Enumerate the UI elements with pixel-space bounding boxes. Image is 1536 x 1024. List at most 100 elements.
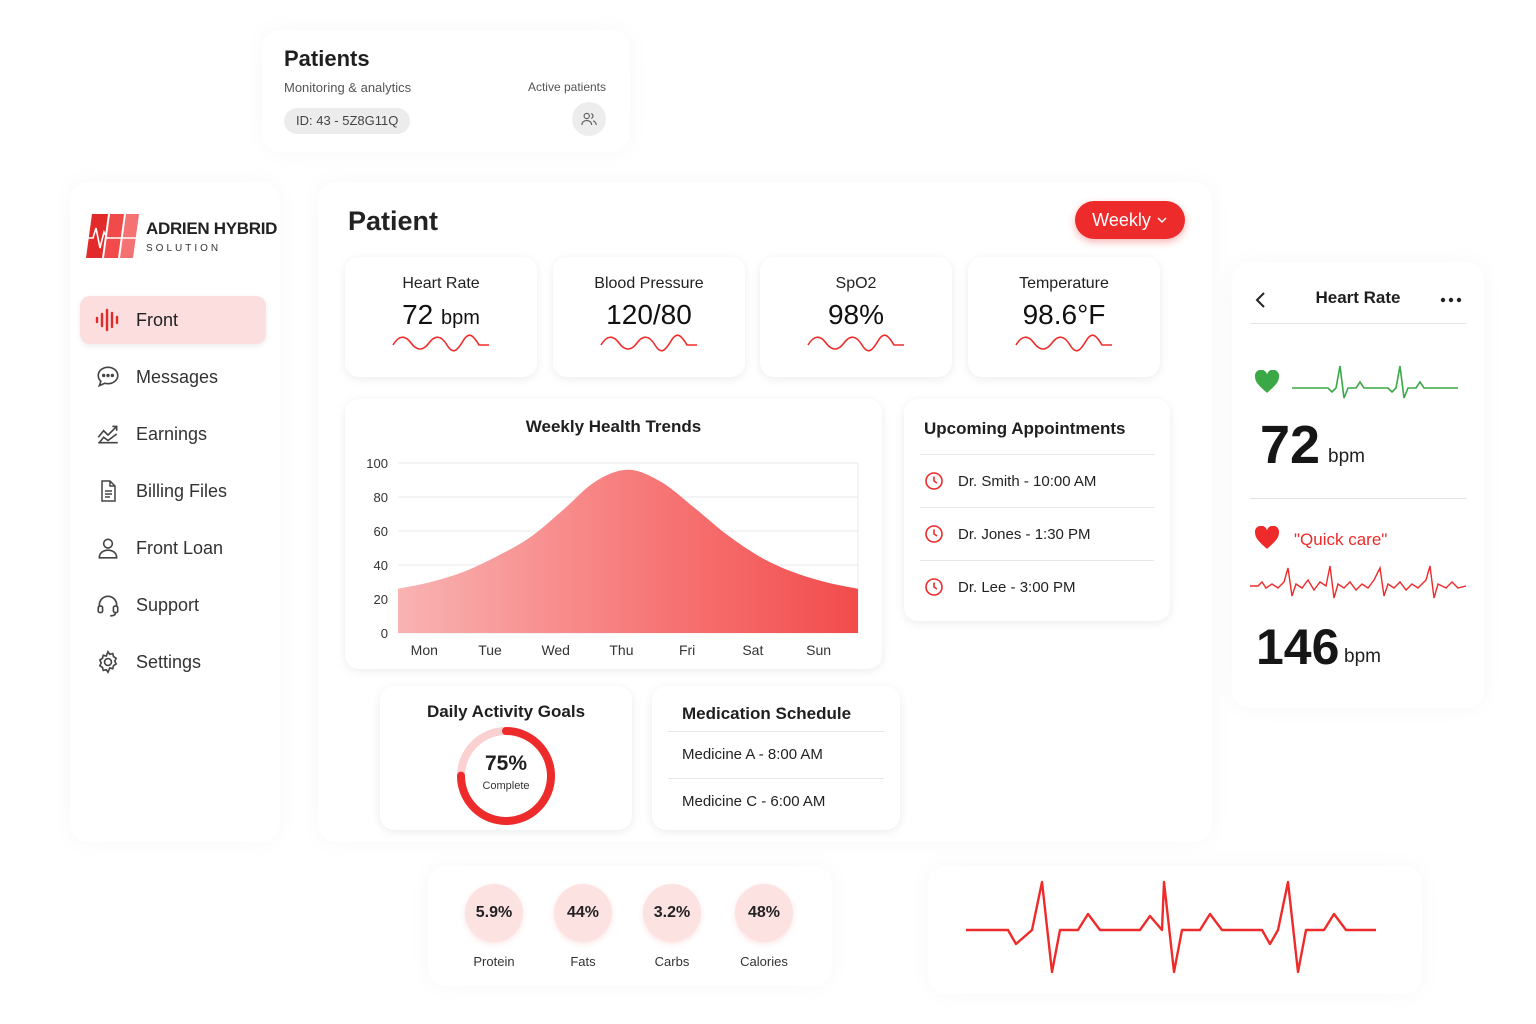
stat-card-blood-pressure[interactable]: Blood Pressure 120/80 — [553, 257, 745, 377]
goals-caption: Complete — [482, 780, 530, 792]
heartbeat-logo-icon — [84, 214, 140, 258]
medication-item[interactable]: Medicine A - 8:00 AM — [668, 731, 884, 777]
heart-rate-unit-2: bpm — [1344, 646, 1381, 667]
nutrition-stat-calories[interactable]: 48% Calories — [729, 884, 799, 969]
nutrition-label: Fats — [570, 954, 596, 969]
ecg-waveform-red — [1250, 565, 1466, 599]
page-title: Patient — [348, 206, 439, 236]
sparkline-wave — [1015, 334, 1112, 352]
appointment-label: Dr. Jones - 1:30 PM — [958, 525, 1091, 543]
sparkline-wave — [392, 334, 489, 352]
heart-rate-title: Heart Rate — [1315, 288, 1401, 307]
nutrition-panel: 5.9% Protein 44% Fats 3.2% Carbs 48% Cal… — [428, 866, 832, 986]
patients-card: Patients Monitoring & analytics Active p… — [262, 30, 630, 152]
appointments-title: Upcoming Appointments — [924, 419, 1126, 438]
chart-title: Weekly Health Trends — [525, 417, 702, 436]
chevron-down-icon — [1157, 217, 1167, 224]
x-tick-label: Sat — [742, 642, 763, 658]
trend-area — [398, 469, 858, 633]
clock-icon — [924, 524, 944, 544]
stat-label: SpO2 — [835, 275, 877, 292]
chevron-left-icon[interactable] — [1254, 290, 1268, 310]
stat-value: 120/80 — [553, 299, 745, 331]
appointment-item[interactable]: Dr. Smith - 10:00 AM — [920, 454, 1154, 507]
y-tick-label: 40 — [374, 558, 388, 573]
sidebar: ADRIEN HYBRID SOLUTION Front Messages — [70, 182, 280, 842]
chart-line-icon — [94, 420, 122, 448]
appointment-label: Dr. Smith - 10:00 AM — [958, 472, 1097, 490]
sidebar-item-front-loan[interactable]: Front Loan — [80, 524, 266, 572]
ecg-waveform — [966, 880, 1376, 974]
ecg-panel — [928, 866, 1422, 994]
goals-title: Daily Activity Goals — [426, 702, 586, 721]
weekly-health-trends-card: Weekly Health Trends 0 20 40 60 80 100 Mon Tue W… — [345, 399, 882, 669]
clock-icon — [924, 471, 944, 491]
sidebar-item-label: Earnings — [136, 423, 208, 444]
sparkline-wave — [600, 334, 697, 352]
upcoming-appointments-card: Upcoming Appointments Dr. Smith - 10:00 … — [904, 399, 1170, 621]
medication-item[interactable]: Medicine C - 6:00 AM — [668, 778, 884, 824]
medication-schedule-card: Medication Schedule Medicine A - 8:00 AM… — [652, 686, 900, 830]
stat-number: 98% — [827, 299, 885, 330]
x-tick-label: Wed — [541, 642, 570, 658]
nutrition-stat-carbs[interactable]: 3.2% Carbs — [637, 884, 707, 969]
appointment-item[interactable]: Dr. Jones - 1:30 PM — [920, 507, 1154, 560]
users-icon[interactable] — [572, 102, 606, 136]
goals-percent: 75% — [484, 752, 528, 775]
stat-number: 72 — [402, 299, 434, 330]
sidebar-nav: Front Messages Earnings — [80, 296, 266, 695]
nutrition-value: 48% — [735, 884, 793, 942]
sidebar-item-earnings[interactable]: Earnings — [80, 410, 266, 458]
sidebar-item-label: Support — [136, 594, 200, 615]
brand-name: ADRIEN HYBRID — [146, 218, 278, 238]
brand-logo[interactable]: ADRIEN HYBRID SOLUTION — [84, 212, 277, 260]
x-tick-label: Fri — [679, 642, 695, 658]
appointment-item[interactable]: Dr. Lee - 3:00 PM — [920, 560, 1154, 613]
active-patients-label: Active patients — [527, 80, 606, 94]
stat-label: Heart Rate — [402, 275, 480, 292]
heart-rate-value-2: 146 — [1256, 619, 1340, 675]
clock-icon — [924, 577, 944, 597]
nutrition-value: 44% — [554, 884, 612, 942]
sidebar-item-label: Front Loan — [136, 537, 224, 558]
user-icon — [94, 534, 122, 562]
nutrition-stat-fats[interactable]: 44% Fats — [548, 884, 618, 969]
heart-rate-panel: Heart Rate 72 bpm "Quick care" 146 bpm — [1232, 262, 1484, 708]
stat-card-spo2[interactable]: SpO2 98% — [760, 257, 952, 377]
nutrition-label: Carbs — [654, 954, 690, 969]
y-tick-label: 20 — [374, 592, 388, 607]
stat-label: Temperature — [1019, 275, 1109, 292]
nutrition-label: Calories — [740, 954, 788, 969]
sidebar-item-billing-files[interactable]: Billing Files — [80, 467, 266, 515]
sidebar-item-label: Settings — [136, 651, 202, 672]
appointment-label: Dr. Lee - 3:00 PM — [958, 578, 1076, 596]
heart-icon-green — [1254, 370, 1280, 393]
period-dropdown-button[interactable]: Weekly — [1075, 201, 1185, 239]
x-tick-label: Thu — [609, 642, 633, 658]
sidebar-item-messages[interactable]: Messages — [80, 353, 266, 401]
medication-title: Medication Schedule — [682, 704, 852, 723]
patients-title: Patients — [284, 46, 370, 71]
sidebar-item-front[interactable]: Front — [80, 296, 266, 344]
heart-rate-unit-1: bpm — [1328, 446, 1365, 467]
sidebar-item-settings[interactable]: Settings — [80, 638, 266, 686]
patient-id-pill[interactable]: ID: 43 - 5Z8G11Q — [284, 108, 411, 134]
x-tick-label: Sun — [806, 642, 831, 658]
nutrition-stat-protein[interactable]: 5.9% Protein — [459, 884, 529, 969]
y-tick-label: 60 — [374, 524, 388, 539]
sidebar-item-label: Billing Files — [136, 480, 228, 501]
nutrition-value: 5.9% — [465, 884, 523, 942]
divider — [1250, 498, 1466, 499]
more-dots-icon[interactable] — [1440, 296, 1462, 304]
progress-ring-fill — [457, 727, 555, 825]
sparkline-wave — [807, 334, 904, 352]
stat-value: 98% — [760, 299, 952, 331]
sidebar-item-support[interactable]: Support — [80, 581, 266, 629]
period-dropdown-label: Weekly — [1092, 209, 1151, 230]
y-tick-label: 100 — [366, 456, 388, 471]
stat-card-heart-rate[interactable]: Heart Rate 72 bpm — [345, 257, 537, 377]
stat-card-temperature[interactable]: Temperature 98.6°F — [968, 257, 1160, 377]
heart-rate-value-1: 72 — [1260, 415, 1321, 475]
headset-icon — [94, 591, 122, 619]
y-tick-label: 80 — [374, 490, 388, 505]
